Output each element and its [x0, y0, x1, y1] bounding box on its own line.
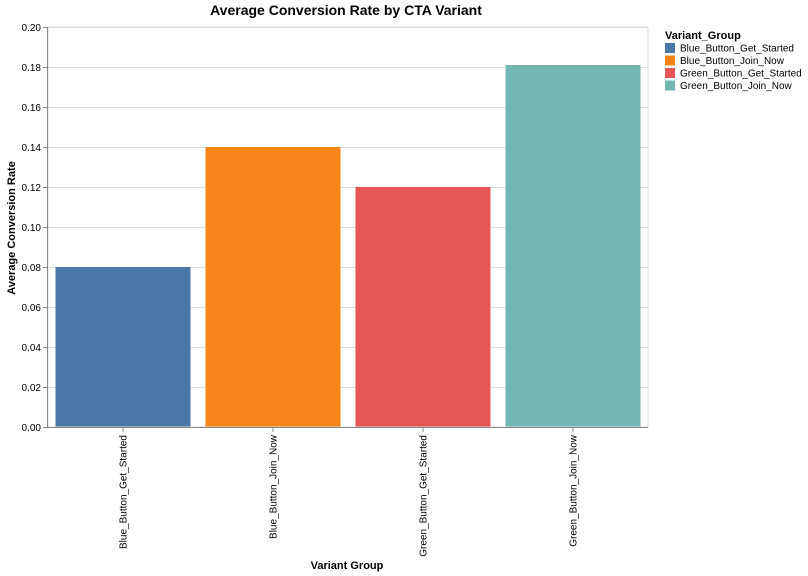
y-axis-title: Average Conversion Rate [6, 161, 18, 294]
legend-swatch [665, 80, 675, 91]
legend-label: Green_Button_Get_Started [680, 69, 802, 80]
bar-blue-button-get-started [55, 267, 191, 427]
bar-green-button-join-now [505, 65, 641, 427]
y-tick-label: 0.06 [22, 303, 42, 314]
x-tick-label: Blue_Button_Join_Now [269, 434, 280, 539]
bars [55, 65, 641, 427]
bar-green-button-get-started [355, 187, 491, 427]
legend-label: Green_Button_Join_Now [680, 81, 793, 92]
y-tick-label: 0.20 [22, 23, 42, 34]
legend: Variant_Group Blue_Button_Get_StartedBlu… [665, 30, 802, 92]
x-tick-label: Blue_Button_Get_Started [119, 435, 130, 549]
legend-title: Variant_Group [665, 30, 741, 42]
chart-title: Average Conversion Rate by CTA Variant [210, 2, 482, 18]
legend-label: Blue_Button_Get_Started [680, 44, 794, 55]
bar-blue-button-join-now [205, 147, 341, 427]
y-tick-label: 0.16 [22, 103, 42, 114]
y-tick-label: 0.14 [22, 143, 42, 154]
y-tick-label: 0.18 [22, 63, 42, 74]
x-axis-title: Variant Group [311, 560, 384, 572]
y-tick-label: 0.08 [22, 263, 42, 274]
y-tick-label: 0.00 [22, 423, 42, 434]
x-tick-label: Green_Button_Get_Started [419, 435, 430, 557]
legend-swatch [665, 68, 675, 78]
legend-swatch [665, 43, 675, 53]
legend-swatch [665, 55, 675, 66]
x-tick-label: Green_Button_Join_Now [569, 434, 580, 547]
legend-label: Blue_Button_Join_Now [680, 56, 785, 67]
y-tick-label: 0.04 [22, 343, 42, 354]
y-tick-label: 0.12 [22, 183, 42, 194]
y-tick-label: 0.10 [22, 223, 42, 234]
y-tick-label: 0.02 [22, 383, 42, 394]
legend-entries: Blue_Button_Get_StartedBlue_Button_Join_… [665, 43, 802, 92]
y-axis-ticks: 0.00 0.02 0.04 0.06 0.08 0.10 0.12 0.14 0.16 0.18… [22, 23, 48, 434]
x-axis-ticks: Blue_Button_Get_Started Blue_Button_Join_… [119, 427, 580, 557]
